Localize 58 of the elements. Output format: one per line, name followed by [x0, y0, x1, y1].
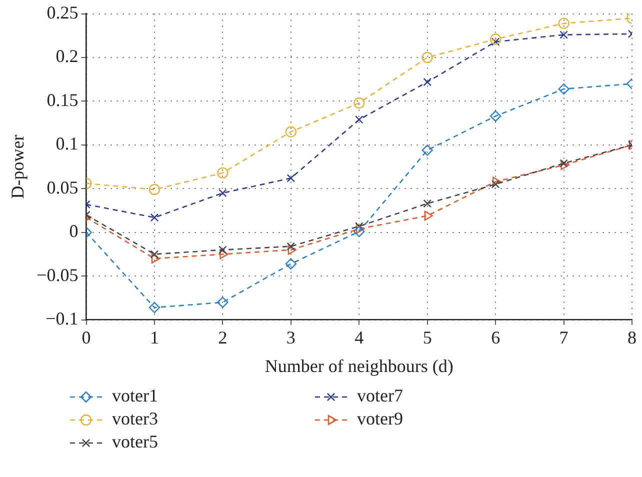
point — [148, 302, 160, 314]
y-tick-label: 0 — [69, 221, 78, 242]
legend-label: voter3 — [112, 408, 158, 429]
x-tick-label: 3 — [286, 327, 296, 348]
point — [422, 52, 433, 64]
x-tick-label: 7 — [559, 327, 568, 348]
point — [558, 83, 570, 95]
x-tick-label: 2 — [218, 327, 228, 348]
point — [560, 160, 570, 170]
point — [148, 184, 160, 196]
y-tick-label: 0.05 — [46, 177, 78, 198]
x-tick-label: 6 — [491, 327, 500, 348]
point — [217, 167, 228, 179]
x-tick-label: 1 — [150, 327, 159, 348]
point — [423, 199, 432, 208]
legend-label: voter9 — [357, 408, 403, 429]
y-axis-title: D-power — [8, 134, 28, 199]
point — [285, 258, 297, 270]
point — [150, 213, 159, 222]
point — [220, 249, 228, 260]
point — [423, 78, 432, 86]
legend-label: voter5 — [112, 432, 158, 452]
point — [491, 180, 500, 188]
x-tick-label: 4 — [354, 327, 364, 348]
legend-label: voter1 — [112, 386, 158, 406]
point — [354, 115, 364, 124]
point — [424, 210, 433, 221]
x-tick-label: 0 — [82, 327, 91, 348]
point — [560, 159, 568, 168]
y-tick-label: −0.05 — [36, 264, 78, 285]
point — [354, 226, 365, 238]
point — [422, 144, 433, 156]
point — [285, 126, 297, 138]
y-tick-label: 0.15 — [46, 90, 78, 110]
point — [286, 242, 296, 250]
point — [491, 38, 500, 46]
x-tick-label: 5 — [422, 327, 432, 348]
point — [560, 30, 568, 39]
point — [218, 188, 227, 198]
point — [490, 110, 502, 122]
point — [490, 34, 502, 45]
y-tick-label: 0.25 — [46, 2, 78, 23]
point — [218, 246, 227, 254]
x-tick-label: 8 — [628, 327, 636, 348]
legend-label: voter7 — [357, 386, 403, 406]
point — [354, 97, 365, 109]
y-tick-label: −0.1 — [46, 308, 78, 329]
point — [288, 244, 297, 255]
y-tick-label: 0.1 — [56, 134, 78, 154]
y-tick-label: 0.2 — [56, 46, 78, 66]
point — [558, 18, 570, 30]
x-axis-title: Number of neighbours (d) — [264, 356, 454, 376]
point — [217, 296, 228, 308]
point — [151, 254, 160, 264]
point — [286, 174, 296, 182]
point — [150, 250, 159, 258]
point — [492, 176, 502, 187]
point — [356, 224, 365, 234]
